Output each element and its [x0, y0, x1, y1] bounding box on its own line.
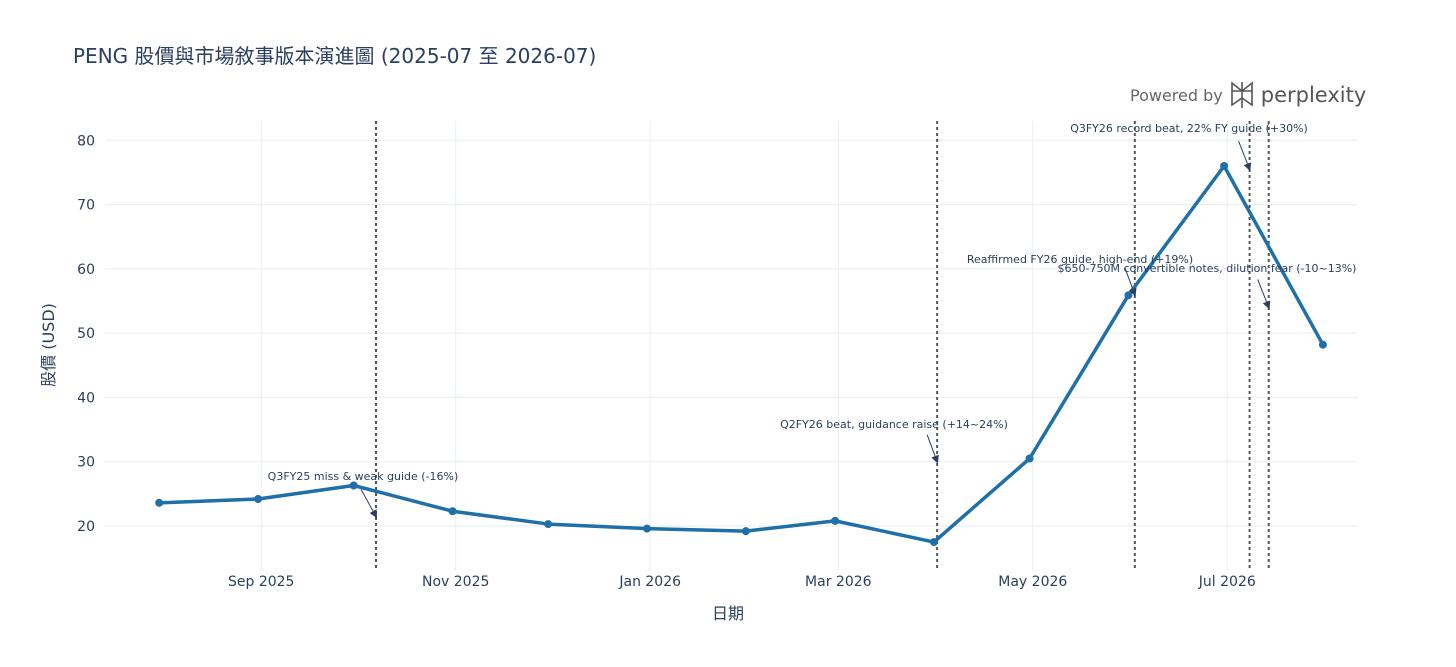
y-tick-label: 60: [77, 262, 95, 278]
series-layer: [155, 162, 1327, 547]
y-axis-title: 股價 (USD): [39, 303, 58, 387]
price-point: [349, 481, 358, 490]
price-point: [831, 516, 840, 525]
x-tick-label: Jul 2026: [1198, 574, 1256, 590]
y-tick-label: 20: [77, 519, 95, 535]
event-lines-layer: [375, 121, 1270, 571]
x-tick-label: Jan 2026: [618, 574, 681, 590]
price-series-line: [159, 164, 1325, 544]
annotation-arrow: [360, 489, 377, 519]
annotation-label: Q3FY25 miss & weak guide (-16%): [268, 470, 459, 483]
price-point: [1318, 340, 1327, 349]
annotations-layer: Q3FY25 miss & weak guide (-16%) Q2FY26 be…: [268, 122, 1357, 519]
x-tick-label: May 2026: [998, 574, 1067, 590]
annotation-label: Q2FY26 beat, guidance raise (+14~24%): [780, 418, 1008, 431]
y-tick-label: 50: [77, 326, 95, 342]
brand-powered-label: Powered by: [1130, 85, 1223, 105]
annotation-label: Reaffirmed FY26 guide, high-end (+19%): [967, 253, 1193, 266]
x-tick-label: Mar 2026: [805, 574, 872, 590]
price-point: [254, 495, 263, 503]
annotation-label: $650-750M convertible notes, dilution fe…: [1058, 262, 1357, 275]
price-point: [1220, 162, 1229, 170]
price-point: [1025, 454, 1034, 463]
brand-watermark: Powered by perplexity: [1130, 81, 1366, 109]
annotation-arrow: [926, 434, 939, 464]
annotation-arrow: [1257, 279, 1271, 310]
perplexity-logo-icon: [1230, 81, 1253, 108]
y-tick-label: 70: [77, 198, 95, 214]
chart-title: PENG 股價與市場敘事版本演進圖 (2025-07 至 2026-07): [73, 44, 597, 68]
price-point: [155, 498, 164, 507]
price-point: [929, 538, 938, 547]
annotation-label: Q3FY26 record beat, 22% FY guide (+30%): [1070, 122, 1308, 135]
ticks-layer: 20 30 40 50 60 70 80 Sep 2025 Nov 2025 Jan 2026 Ma…: [77, 133, 1256, 590]
x-tick-label: Sep 2025: [228, 574, 294, 590]
x-axis-title: 日期: [712, 604, 744, 623]
y-tick-label: 30: [77, 455, 95, 471]
annotation-arrow: [1124, 267, 1137, 297]
x-tick-label: Nov 2025: [422, 574, 489, 590]
price-point: [643, 524, 652, 533]
price-point: [1124, 291, 1133, 300]
annotation-arrow: [1238, 141, 1252, 172]
price-point: [741, 527, 750, 536]
y-tick-label: 80: [77, 133, 95, 149]
price-point: [448, 507, 457, 516]
grid-layer: [105, 121, 1358, 571]
y-tick-label: 40: [77, 390, 95, 406]
price-point: [544, 520, 553, 529]
brand-name: perplexity: [1260, 83, 1367, 107]
